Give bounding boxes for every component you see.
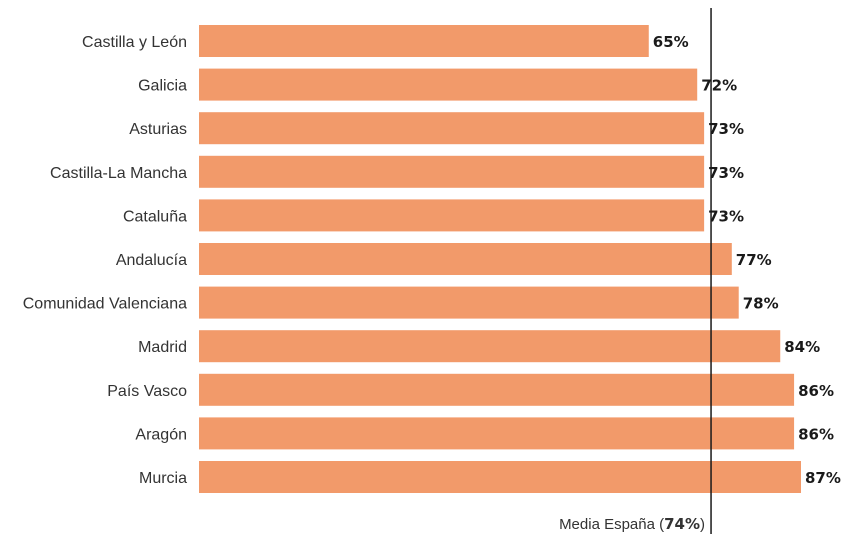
category-label: Murcia [139, 470, 187, 487]
bar-1 [199, 68, 698, 101]
value-label: 65% [653, 33, 689, 51]
category-label: Aragón [135, 426, 187, 443]
bars-group: Castilla y León 65% Galicia 72% Asturias 73% C… [23, 25, 841, 493]
bar-0 [199, 25, 649, 57]
bar-10 [199, 461, 801, 493]
value-label: 73% [708, 164, 744, 182]
category-label: País Vasco [107, 383, 187, 400]
category-label: Galicia [138, 78, 187, 95]
average-caption-value: 74% [664, 515, 700, 533]
category-label: Asturias [129, 121, 187, 138]
average-caption-prefix: Media España ( [559, 516, 664, 533]
category-label: Castilla-La Mancha [50, 165, 187, 182]
category-label: Andalucía [116, 252, 187, 269]
category-label: Comunidad Valenciana [23, 296, 187, 313]
bar-4 [199, 199, 705, 232]
bar-9 [199, 417, 795, 450]
category-label: Madrid [138, 339, 187, 356]
bar-5 [199, 243, 732, 275]
value-label: 87% [805, 469, 841, 487]
category-label: Castilla y León [82, 34, 187, 51]
value-label: 77% [736, 251, 772, 269]
category-label: Cataluña [123, 208, 187, 225]
average-caption-suffix: ) [700, 516, 705, 533]
value-label: 72% [701, 77, 737, 95]
value-label: 78% [743, 295, 779, 313]
reference-line-group: Media España (74%) [559, 8, 712, 534]
bar-2 [199, 112, 705, 145]
bar-7 [199, 330, 781, 363]
bar-8 [199, 373, 795, 406]
value-label: 84% [784, 338, 820, 356]
average-reference-caption: Media España (74%) [559, 515, 705, 533]
value-label: 73% [708, 207, 744, 225]
value-label: 86% [798, 382, 834, 400]
bar-6 [199, 286, 739, 319]
bar-3 [199, 155, 705, 188]
value-label: 73% [708, 120, 744, 138]
value-label: 86% [798, 425, 834, 443]
